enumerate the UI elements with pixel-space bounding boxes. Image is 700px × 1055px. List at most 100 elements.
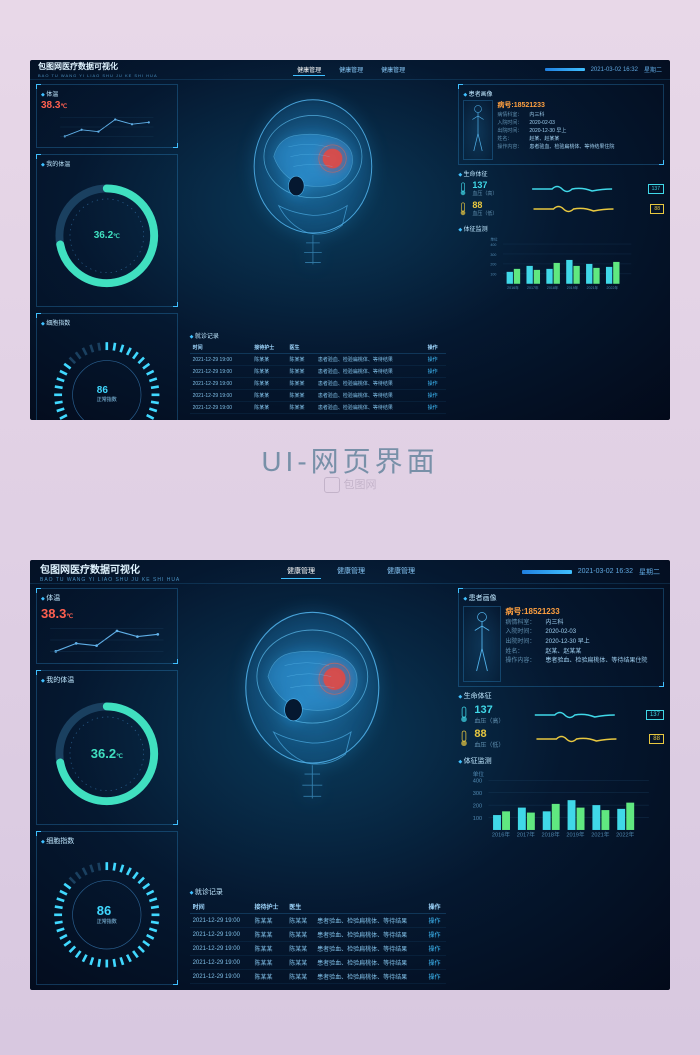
cell-nurse: 陈某某	[251, 390, 286, 402]
svg-text:2019年: 2019年	[567, 831, 586, 839]
panel-title: 患者画像	[463, 593, 659, 603]
cell-action[interactable]: 操作	[425, 402, 447, 414]
monitor-panel: 体征监测 单位 400300200100 2016年 2017年 2018年	[458, 224, 664, 291]
info-row: 出院时间：2020-12-30 早上	[505, 638, 659, 648]
cell-doctor: 陈某某	[286, 354, 314, 366]
cell-desc: 患者验血、检验扁桃体、等待结果	[314, 956, 425, 970]
cell-action[interactable]: 操作	[425, 366, 447, 378]
header-right: 2021-03-02 16:32 星期二	[522, 567, 660, 577]
table-header: 接待护士	[251, 900, 286, 914]
table-header	[315, 342, 425, 354]
svg-text:2022年: 2022年	[607, 285, 619, 290]
patient-profile-panel: 患者画像 病号:18521233 病情科室：内三科入院时间：2020-02-03…	[458, 84, 664, 165]
nav-item-3[interactable]: 健康管理	[381, 564, 421, 579]
panel-title: 就诊记录	[190, 887, 447, 897]
cell-doctor: 陈某某	[286, 366, 314, 378]
patient-temp-panel: 我的体温 36.2℃	[36, 670, 178, 825]
table-row: 2021-12-29 19:00 陈某某 陈某某 患者验血、检验扁桃体、等待结果…	[190, 402, 447, 414]
dashboard-body: 体温 38.3℃ 我的体温 36.2℃ 细胞指数 86正常指数	[30, 584, 670, 990]
logo-title: 包图网医疗数据可视化	[40, 561, 180, 576]
center-column: 就诊记录 时间接待护士医生操作 2021-12-29 19:00 陈某某 陈某某…	[184, 80, 453, 420]
visit-table: 时间接待护士医生操作 2021-12-29 19:00 陈某某 陈某某 患者验血…	[190, 900, 447, 984]
table-header: 时间	[190, 342, 252, 354]
cell-time: 2021-12-29 19:00	[190, 956, 252, 970]
table-header	[314, 900, 425, 914]
cell-action[interactable]: 操作	[425, 354, 447, 366]
page-title: UI-网页界面	[0, 440, 700, 480]
cell-doctor: 陈某某	[286, 956, 314, 970]
cell-action[interactable]: 操作	[425, 928, 446, 942]
table-row: 2021-12-29 19:00 陈某某 陈某某 患者验血、检验扁桃体、等待结果…	[190, 378, 447, 390]
svg-text:300: 300	[473, 791, 482, 797]
info-row: 入院时间：2020-02-03	[505, 628, 659, 638]
cell-time: 2021-12-29 19:00	[190, 378, 252, 390]
table-row: 2021-12-29 19:00 陈某某 陈某某 患者验血、检验扁桃体、等待结果…	[190, 942, 447, 956]
nav-item-2[interactable]: 健康管理	[331, 564, 371, 579]
temperature-line-chart	[41, 623, 173, 657]
panel-title: 生命体征	[458, 169, 664, 178]
svg-text:2016年: 2016年	[492, 831, 511, 839]
dashboard-body: 体温 38.3℃ 我的体温 36.2℃ 细胞指数 86正常指数	[30, 80, 670, 420]
table-header: 操作	[425, 342, 447, 354]
patient-number: 病号:18521233	[505, 606, 659, 619]
vital-row: 88血压（低） 88	[458, 200, 664, 217]
visit-records-section: 就诊记录 时间接待护士医生操作 2021-12-29 19:00 陈某某 陈某某…	[190, 887, 447, 984]
cell-action[interactable]: 操作	[425, 970, 446, 984]
nav-item-2[interactable]: 健康管理	[335, 64, 367, 76]
thermometer-icon	[458, 182, 468, 196]
cell-desc: 患者验血、检验扁桃体、等待结果	[314, 928, 425, 942]
header-weekday: 星期二	[639, 567, 660, 577]
body-figure-icon	[463, 100, 493, 160]
cell-nurse: 陈某某	[251, 942, 286, 956]
svg-text:2016年: 2016年	[507, 285, 519, 290]
nav-item-1[interactable]: 健康管理	[281, 564, 321, 579]
cell-desc: 患者验血、检验扁桃体、等待结果	[315, 354, 425, 366]
header-right: 2021-03-02 16:32 星期二	[545, 65, 662, 74]
header-datetime: 2021-03-02 16:32	[591, 67, 638, 73]
cell-action[interactable]: 操作	[425, 914, 446, 928]
cell-nurse: 陈某某	[251, 354, 286, 366]
table-row: 2021-12-29 19:00 陈某某 陈某某 患者验血、检验扁桃体、等待结果…	[190, 928, 447, 942]
cell-action[interactable]: 操作	[425, 390, 447, 402]
nav-item-1[interactable]: 健康管理	[293, 64, 325, 76]
visit-records-section: 就诊记录 时间接待护士医生操作 2021-12-29 19:00 陈某某 陈某某…	[190, 331, 447, 414]
gauge-value: 86正常指数	[97, 903, 117, 925]
cell-time: 2021-12-29 19:00	[190, 390, 252, 402]
table-row: 2021-12-29 19:00 陈某某 陈某某 患者验血、检验扁桃体、等待结果…	[190, 354, 447, 366]
cell-time: 2021-12-29 19:00	[190, 914, 252, 928]
panel-title: 细胞指数	[41, 836, 173, 846]
info-row: 出院时间：2020-12-30 早上	[497, 127, 659, 135]
vital-badge: 88	[650, 204, 664, 214]
nav: 健康管理 健康管理 健康管理	[281, 564, 421, 579]
panel-title: 细胞指数	[41, 318, 173, 327]
cell-action[interactable]: 操作	[425, 942, 446, 956]
vital-waveform	[501, 202, 646, 216]
logo: 包图网医疗数据可视化 BAO TU WANG YI LIAO SHU JU KE…	[38, 61, 158, 78]
cell-action[interactable]: 操作	[425, 378, 447, 390]
cell-desc: 患者验血、检验扁桃体、等待结果	[315, 402, 425, 414]
vital-value: 137	[472, 180, 497, 190]
vital-value: 88	[472, 200, 497, 210]
logo: 包图网医疗数据可视化 BAO TU WANG YI LIAO SHU JU KE…	[40, 561, 180, 583]
table-header: 医生	[286, 342, 314, 354]
vital-label: 血压（低）	[472, 210, 497, 217]
cell-action[interactable]: 操作	[425, 956, 446, 970]
table-header: 时间	[190, 900, 252, 914]
vital-value: 88	[474, 728, 504, 740]
cell-index-gauge: 86正常指数	[41, 849, 173, 981]
cell-nurse: 陈某某	[251, 956, 286, 970]
body-figure-icon	[463, 606, 501, 682]
cell-doctor: 陈某某	[286, 402, 314, 414]
header-progress-bar	[545, 68, 585, 71]
monitor-bar-chart: 单位 400300200100 2016年 2017年 2018年 2019年	[458, 769, 664, 839]
nav-item-3[interactable]: 健康管理	[377, 64, 409, 76]
svg-text:2022年: 2022年	[616, 831, 635, 839]
panel-title: 体温	[41, 89, 173, 98]
patient-info: 病号:18521233 病情科室：内三科入院时间：2020-02-03出院时间：…	[505, 606, 659, 682]
svg-text:2017年: 2017年	[527, 285, 539, 290]
patient-temp-panel: 我的体温 36.2℃	[36, 154, 178, 307]
cell-doctor: 陈某某	[286, 914, 314, 928]
temperature-panel: 体温 38.3℃	[36, 588, 178, 664]
logo-subtitle: BAO TU WANG YI LIAO SHU JU KE SHI HUA	[38, 73, 158, 78]
svg-text:2017年: 2017年	[517, 831, 536, 839]
